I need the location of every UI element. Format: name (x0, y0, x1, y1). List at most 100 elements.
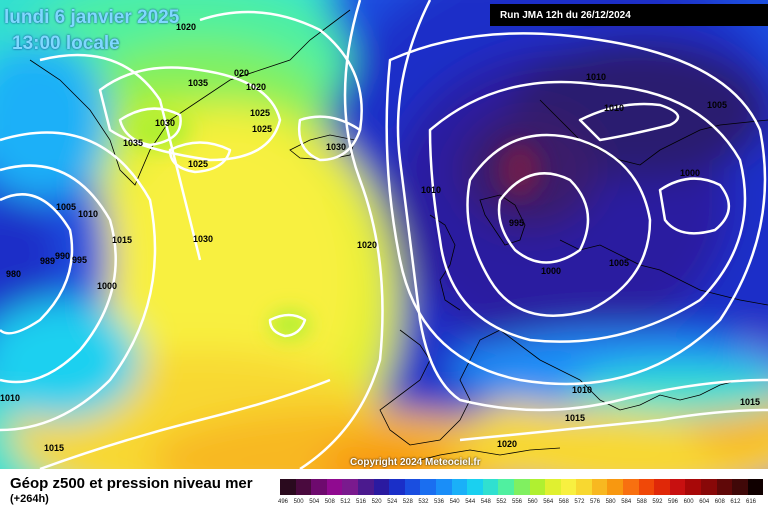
pressure-label: 1030 (193, 234, 213, 244)
colorbar-tick-label: 548 (480, 499, 491, 505)
pressure-label: 1010 (604, 103, 624, 113)
pressure-label: 1015 (565, 413, 585, 423)
pressure-label: 1005 (56, 202, 76, 212)
pressure-label: 1005 (609, 258, 629, 268)
colorbar-swatch (513, 479, 530, 495)
colorbar-tick-label: 612 (730, 499, 741, 505)
pressure-label: 020 (234, 68, 249, 78)
pressure-label: 1010 (78, 209, 98, 219)
colorbar-swatch (623, 479, 639, 495)
colorbar-tick-label: 564 (543, 499, 554, 505)
colorbar-swatch (560, 479, 577, 495)
pressure-label: 1000 (97, 281, 117, 291)
colorbar-tick-label: 588 (636, 499, 647, 505)
colorbar-swatch (545, 479, 561, 495)
colorbar-swatch (420, 479, 436, 495)
colorbar-swatch (701, 479, 717, 495)
colorbar-tick-label: 532 (418, 499, 429, 505)
pressure-label: 1025 (250, 108, 270, 118)
pressure-label: 1000 (541, 266, 561, 276)
colorbar-swatch (389, 479, 405, 495)
pressure-label: 1020 (357, 240, 377, 250)
colorbar-tick-label: 568 (558, 499, 569, 505)
colorbar-tick-label: 508 (324, 499, 335, 505)
colorbar-swatch (498, 479, 514, 495)
colorbar-tick-label: 604 (699, 499, 710, 505)
pressure-label: 1010 (421, 185, 441, 195)
pressure-label: 1000 (680, 168, 700, 178)
colorbar-swatch (685, 479, 702, 495)
colorbar-swatch (311, 479, 327, 495)
run-info-box (490, 4, 768, 26)
colorbar-swatch (467, 479, 483, 495)
colorbar-swatch (716, 479, 733, 495)
geopotential-detail (130, 110, 542, 339)
colorbar-swatch (435, 479, 452, 495)
forecast-time: 13:00 locale (12, 33, 120, 54)
colorbar-swatch (747, 479, 764, 495)
coastlines (29, 9, 768, 461)
colorbar-swatch (342, 479, 358, 495)
colorbar-tick-label: 520 (371, 499, 382, 505)
pressure-label: 1010 (0, 393, 20, 403)
colorbar-tick-label: 552 (496, 499, 507, 505)
colorbar-swatch (357, 479, 374, 495)
isobars (0, 0, 768, 469)
colorbar-swatch (451, 479, 468, 495)
colorbar-swatch (404, 479, 421, 495)
legend-subtitle: (+264h) (10, 493, 49, 505)
pressure-label: 1010 (586, 72, 606, 82)
colorbar-swatch (732, 479, 748, 495)
colorbar-swatch (607, 479, 624, 495)
pressure-label: 1030 (155, 118, 175, 128)
colorbar-tick-label: 616 (746, 499, 757, 505)
colorbar-tick-label: 496 (278, 499, 289, 505)
pressure-labels: 1020 1035 020 1020 1025 1030 1025 1035 1… (0, 22, 760, 453)
pressure-label: 1015 (112, 235, 132, 245)
colorbar-tick-label: 516 (356, 499, 367, 505)
pressure-label: 1020 (246, 82, 266, 92)
pressure-label: 1015 (44, 443, 64, 453)
colorbar-tick-label: 536 (434, 499, 445, 505)
colorbar-swatch (591, 479, 608, 495)
colorbar-tick-label: 600 (683, 499, 694, 505)
pressure-label: 1025 (188, 159, 208, 169)
colorbar-swatch (373, 479, 390, 495)
colorbar-swatch (669, 479, 686, 495)
pressure-label: 989 (40, 256, 55, 266)
pressure-label: 1035 (188, 78, 208, 88)
forecast-date: lundi 6 janvier 2025 (4, 7, 180, 28)
run-info: Run JMA 12h du 26/12/2024 (500, 10, 631, 21)
colorbar-swatch (638, 479, 655, 495)
copyright: Copyright 2024 Meteociel.fr (350, 457, 481, 468)
legend-title: Géop z500 et pression niveau mer (10, 475, 253, 492)
colorbar (280, 479, 764, 495)
colorbar-tick-label: 500 (293, 499, 304, 505)
colorbar-tick-label: 540 (449, 499, 460, 505)
legend-footer: Géop z500 et pression niveau mer (+264h)… (0, 469, 768, 512)
colorbar-swatch (482, 479, 499, 495)
colorbar-swatch (326, 479, 343, 495)
pressure-label: 995 (72, 255, 87, 265)
colorbar-tick-label: 572 (574, 499, 585, 505)
pressure-label: 1025 (252, 124, 272, 134)
pressure-label: 995 (509, 218, 524, 228)
colorbar-tick-label: 512 (340, 499, 351, 505)
pressure-label: 1030 (326, 142, 346, 152)
pressure-label: 1020 (497, 439, 517, 449)
pressure-label: 1015 (740, 397, 760, 407)
colorbar-tick-label: 556 (512, 499, 523, 505)
colorbar-tick-label: 504 (309, 499, 320, 505)
colorbar-tick-label: 580 (605, 499, 616, 505)
pressure-label: 1020 (176, 22, 196, 32)
map-canvas: 1020 1035 020 1020 1025 1030 1025 1035 1… (0, 0, 768, 469)
pressure-label: 980 (6, 269, 21, 279)
weather-map: 1020 1035 020 1020 1025 1030 1025 1035 1… (0, 0, 768, 469)
colorbar-swatch (576, 479, 592, 495)
colorbar-tick-label: 528 (402, 499, 413, 505)
colorbar-swatch (280, 479, 296, 495)
colorbar-tick-label: 596 (668, 499, 679, 505)
pressure-label: 1035 (123, 138, 143, 148)
pressure-label: 1005 (707, 100, 727, 110)
colorbar-tick-label: 584 (621, 499, 632, 505)
